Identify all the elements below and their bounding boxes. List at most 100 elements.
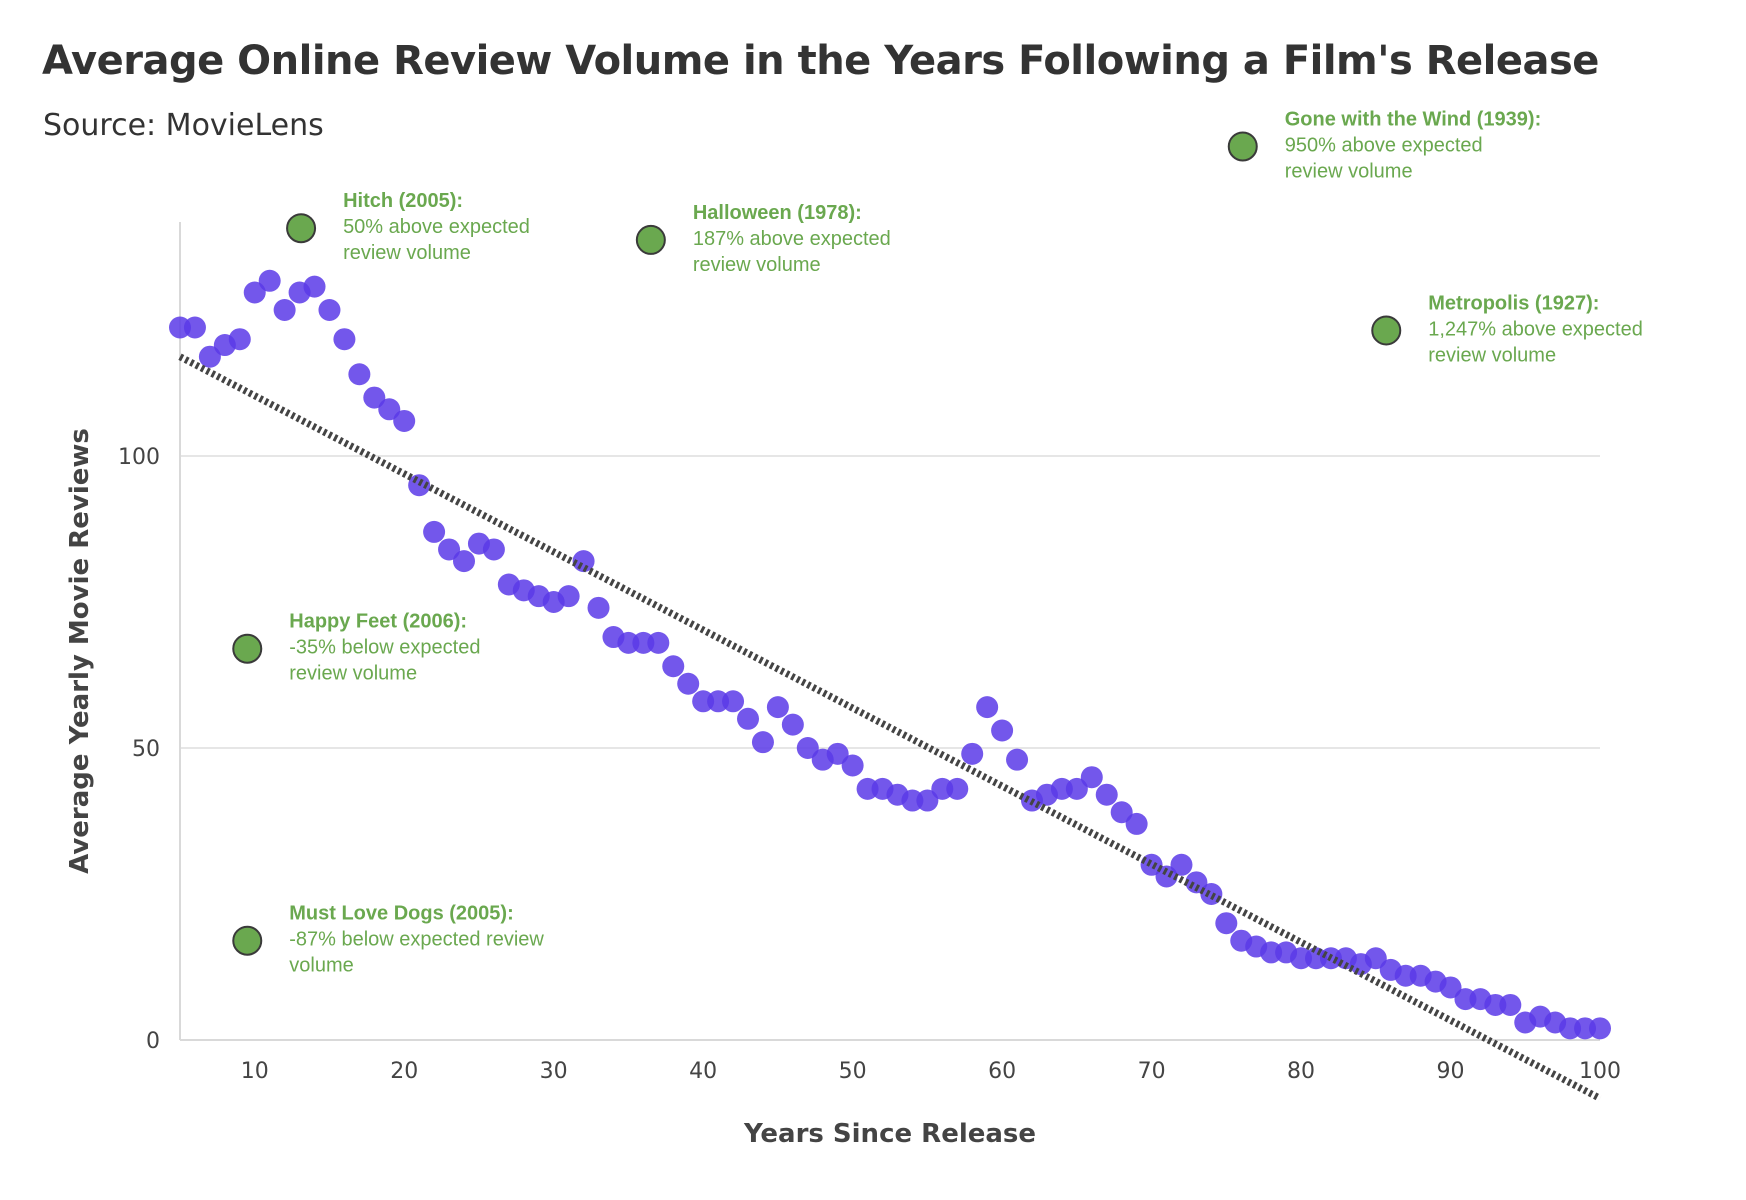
x-tick-label: 20 bbox=[390, 1059, 418, 1084]
data-point bbox=[378, 398, 401, 421]
data-point bbox=[961, 742, 984, 765]
y-axis-ticks: 0 50 100 bbox=[118, 445, 160, 1054]
annotation-text: review volume bbox=[289, 663, 417, 685]
chart-subtitle: Source: MovieLens bbox=[43, 108, 324, 143]
annotation-title: Halloween (1978): bbox=[693, 202, 862, 224]
data-point bbox=[1006, 748, 1029, 771]
data-point bbox=[587, 596, 610, 619]
annotation-marker bbox=[1227, 131, 1258, 162]
data-point bbox=[766, 696, 789, 719]
data-point bbox=[243, 281, 266, 304]
annotation-text: 950% above expected bbox=[1285, 134, 1483, 156]
annotation-text: 1,247% above expected bbox=[1428, 318, 1643, 340]
data-point bbox=[826, 742, 849, 765]
annotation-title: Happy Feet (2006): bbox=[289, 611, 467, 633]
data-point bbox=[228, 328, 251, 351]
x-tick-label: 40 bbox=[689, 1059, 717, 1084]
annotation-text: 187% above expected bbox=[693, 228, 891, 250]
data-point bbox=[677, 672, 700, 695]
data-point bbox=[348, 363, 371, 386]
gridlines bbox=[180, 455, 1600, 749]
annotation-text: -35% below expected bbox=[289, 637, 480, 659]
annotation-title: Hitch (2005): bbox=[343, 190, 463, 212]
data-point bbox=[841, 754, 864, 777]
data-point bbox=[1589, 1017, 1611, 1040]
x-tick-label: 100 bbox=[1579, 1059, 1621, 1084]
data-point bbox=[1095, 783, 1118, 806]
data-point bbox=[183, 316, 206, 339]
data-point bbox=[796, 737, 819, 759]
data-point bbox=[1499, 993, 1522, 1016]
annotation-text: 50% above expected bbox=[343, 216, 530, 238]
data-point bbox=[722, 690, 745, 713]
data-point bbox=[1125, 812, 1148, 835]
data-point bbox=[273, 299, 296, 321]
x-axis-ticks: 10 20 30 40 50 60 70 80 90 100 bbox=[241, 1059, 1621, 1084]
x-tick-label: 30 bbox=[540, 1059, 568, 1084]
data-point bbox=[482, 538, 505, 561]
data-point bbox=[1364, 947, 1387, 970]
annotation-text: review volume bbox=[1428, 344, 1556, 366]
y-tick-label: 100 bbox=[118, 445, 160, 470]
data-point bbox=[333, 328, 356, 351]
data-point bbox=[453, 550, 475, 573]
chart-title: Average Online Review Volume in the Year… bbox=[42, 38, 1599, 84]
data-point bbox=[1170, 853, 1193, 876]
data-point bbox=[1439, 976, 1462, 999]
annotation-marker bbox=[232, 925, 263, 956]
x-tick-label: 70 bbox=[1138, 1059, 1166, 1084]
annotation-0: Hitch (2005): 50% above expected review vo… bbox=[286, 190, 530, 264]
trend-line bbox=[178, 353, 1602, 1102]
data-point bbox=[751, 731, 774, 754]
data-point bbox=[363, 386, 386, 409]
annotation-marker bbox=[635, 224, 666, 255]
annotation-5: Must Love Dogs (2005): -87% below expecte… bbox=[232, 903, 544, 977]
annotation-4: Happy Feet (2006): -35% below expected rev… bbox=[232, 611, 480, 685]
data-point bbox=[1200, 883, 1223, 905]
data-point bbox=[303, 275, 326, 298]
data-point bbox=[737, 707, 759, 730]
data-point bbox=[438, 538, 461, 561]
annotation-3: Metropolis (1927): 1,247% above expected r… bbox=[1371, 292, 1643, 366]
data-point bbox=[393, 409, 416, 432]
annotation-marker bbox=[232, 633, 263, 664]
annotation-text: review volume bbox=[343, 242, 471, 264]
data-point bbox=[1065, 777, 1088, 800]
data-point bbox=[916, 789, 939, 812]
x-tick-label: 60 bbox=[988, 1059, 1016, 1084]
y-tick-label: 50 bbox=[132, 737, 160, 762]
data-point bbox=[1110, 801, 1133, 824]
x-axis-title: Years Since Release bbox=[743, 1119, 1036, 1149]
x-tick-label: 80 bbox=[1287, 1059, 1315, 1084]
annotation-1: Halloween (1978): 187% above expected revi… bbox=[635, 202, 891, 276]
data-point bbox=[423, 520, 446, 543]
annotation-text: review volume bbox=[1285, 160, 1413, 182]
annotation-text: review volume bbox=[693, 254, 821, 276]
x-tick-label: 10 bbox=[241, 1059, 269, 1084]
data-point bbox=[1080, 766, 1103, 789]
annotation-2: Gone with the Wind (1939): 950% above exp… bbox=[1227, 108, 1542, 182]
annotation-title: Gone with the Wind (1939): bbox=[1285, 108, 1542, 130]
data-point bbox=[647, 631, 670, 654]
data-point bbox=[781, 713, 804, 736]
data-points bbox=[169, 269, 1611, 1040]
annotation-text: volume bbox=[289, 955, 353, 977]
data-point bbox=[976, 696, 999, 719]
data-point bbox=[557, 585, 580, 608]
annotation-title: Metropolis (1927): bbox=[1428, 292, 1599, 314]
y-tick-label: 0 bbox=[146, 1029, 160, 1054]
x-tick-label: 90 bbox=[1437, 1059, 1465, 1084]
data-point bbox=[318, 299, 341, 321]
annotations: Hitch (2005): 50% above expected review vo… bbox=[232, 108, 1643, 977]
annotation-title: Must Love Dogs (2005): bbox=[289, 903, 513, 925]
data-point bbox=[662, 655, 685, 678]
annotation-marker bbox=[286, 213, 317, 244]
data-point bbox=[1215, 912, 1238, 935]
y-axis-title: Average Yearly Movie Reviews bbox=[65, 428, 95, 874]
x-tick-label: 50 bbox=[839, 1059, 867, 1084]
data-point bbox=[198, 345, 221, 368]
annotation-marker bbox=[1371, 315, 1402, 346]
data-point bbox=[258, 269, 281, 292]
data-point bbox=[946, 777, 969, 800]
